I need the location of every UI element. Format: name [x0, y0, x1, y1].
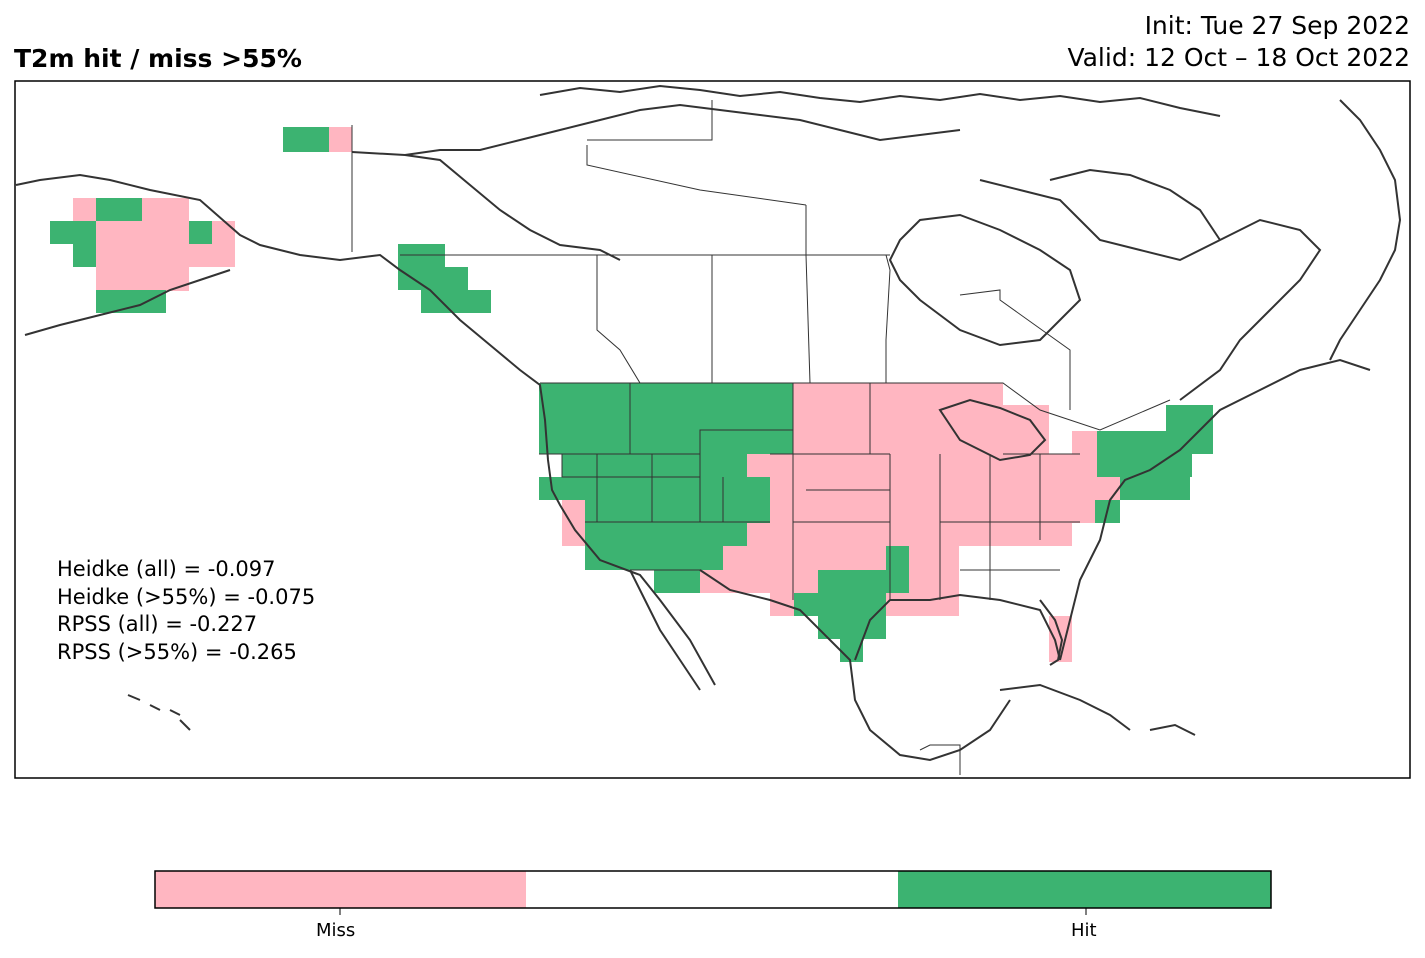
mexico-gulf: [854, 593, 1061, 661]
bc-alberta: [596, 255, 641, 384]
us-mexico-border: [630, 569, 831, 641]
miss-cell: [747, 523, 1072, 546]
nwt-yukon: [587, 100, 713, 141]
rpss-55: RPSS (>55%) = -0.265: [57, 639, 297, 664]
mexico-states: [919, 744, 961, 775]
hit-cell: [96, 198, 142, 221]
labrador-coast: [979, 179, 1322, 401]
miss-cell: [793, 383, 1003, 454]
hudson-bay: [888, 213, 1082, 347]
manitoba-ontario: [885, 254, 891, 383]
hit-cell: [585, 546, 723, 570]
verification-scores: Heidke (all) = -0.097 Heidke (>55%) = -0…: [57, 556, 315, 666]
colorbar-neutral: [526, 871, 898, 908]
east-coast: [1059, 358, 1371, 661]
miss-cell: [700, 570, 818, 593]
hit-cell: [50, 221, 96, 244]
heidke-55: Heidke (>55%) = -0.075: [57, 584, 316, 609]
miss-cell: [770, 477, 1120, 500]
hit-cell: [283, 127, 329, 152]
greenland-coast: [1329, 99, 1402, 361]
alaska-coast: [15, 173, 716, 686]
heidke-all: Heidke (all) = -0.097: [57, 557, 276, 581]
init-date: Init: Tue 27 Sep 2022: [1144, 11, 1410, 40]
alaska-peninsula: [24, 269, 231, 336]
hit-cell: [794, 593, 886, 616]
cuba: [999, 683, 1131, 731]
miss-cell: [770, 500, 1095, 523]
arctic-coast: [404, 103, 961, 156]
hit-cell: [818, 616, 886, 639]
hit-cell: [189, 221, 212, 244]
forecast-cells: [50, 127, 1213, 662]
nunavut: [586, 145, 807, 206]
miss-cell: [747, 454, 1097, 477]
hit-cell: [585, 500, 770, 546]
florida: [1039, 599, 1064, 666]
pacific-coast: [351, 151, 621, 261]
great-lakes: [938, 398, 1047, 462]
hit-cell: [654, 570, 700, 593]
miss-cell: [723, 546, 959, 570]
miss-cell: [73, 198, 96, 221]
hit-cell: [1166, 405, 1213, 454]
us-states-east: [939, 453, 1080, 600]
miss-cell: [1072, 431, 1097, 454]
borders: [351, 100, 1171, 775]
hit-cell: [73, 244, 96, 267]
hit-cell: [398, 267, 468, 290]
hispaniola: [1149, 723, 1196, 736]
hit-cell: [539, 383, 793, 454]
hawaii: [127, 694, 191, 731]
baffin-island: [1049, 168, 1221, 241]
colorbar-miss-label: Miss: [316, 920, 356, 941]
colorbar: [154, 870, 1272, 915]
us-canada-border: [540, 382, 1171, 431]
baja-california: [629, 569, 701, 691]
us-states-central: [770, 383, 891, 600]
map-title: T2m hit / miss >55%: [14, 44, 302, 73]
map-frame: [14, 80, 1411, 779]
valid-date: Valid: 12 Oct – 18 Oct 2022: [1067, 43, 1410, 72]
colorbar-frame: [154, 870, 1272, 909]
hit-cell: [96, 290, 166, 313]
hit-cell: [1120, 477, 1190, 500]
hit-cell: [421, 290, 491, 313]
sask-manitoba: [805, 205, 811, 384]
miss-cell: [329, 127, 352, 152]
ontario-quebec: [959, 289, 1071, 410]
colorbar-hit-label: Hit: [1071, 920, 1097, 941]
us-states-west: [539, 383, 793, 523]
hit-cell: [539, 477, 770, 500]
rpss-all: RPSS (all) = -0.227: [57, 612, 258, 636]
hit-cell: [886, 546, 909, 593]
colorbar-miss: [155, 871, 526, 908]
colorbar-hit: [898, 871, 1271, 908]
arctic-islands: [539, 84, 1221, 117]
miss-cell: [1049, 616, 1072, 662]
forecast-dates: Init: Tue 27 Sep 2022 Valid: 12 Oct – 18…: [1067, 10, 1410, 74]
hit-cell: [818, 570, 886, 593]
